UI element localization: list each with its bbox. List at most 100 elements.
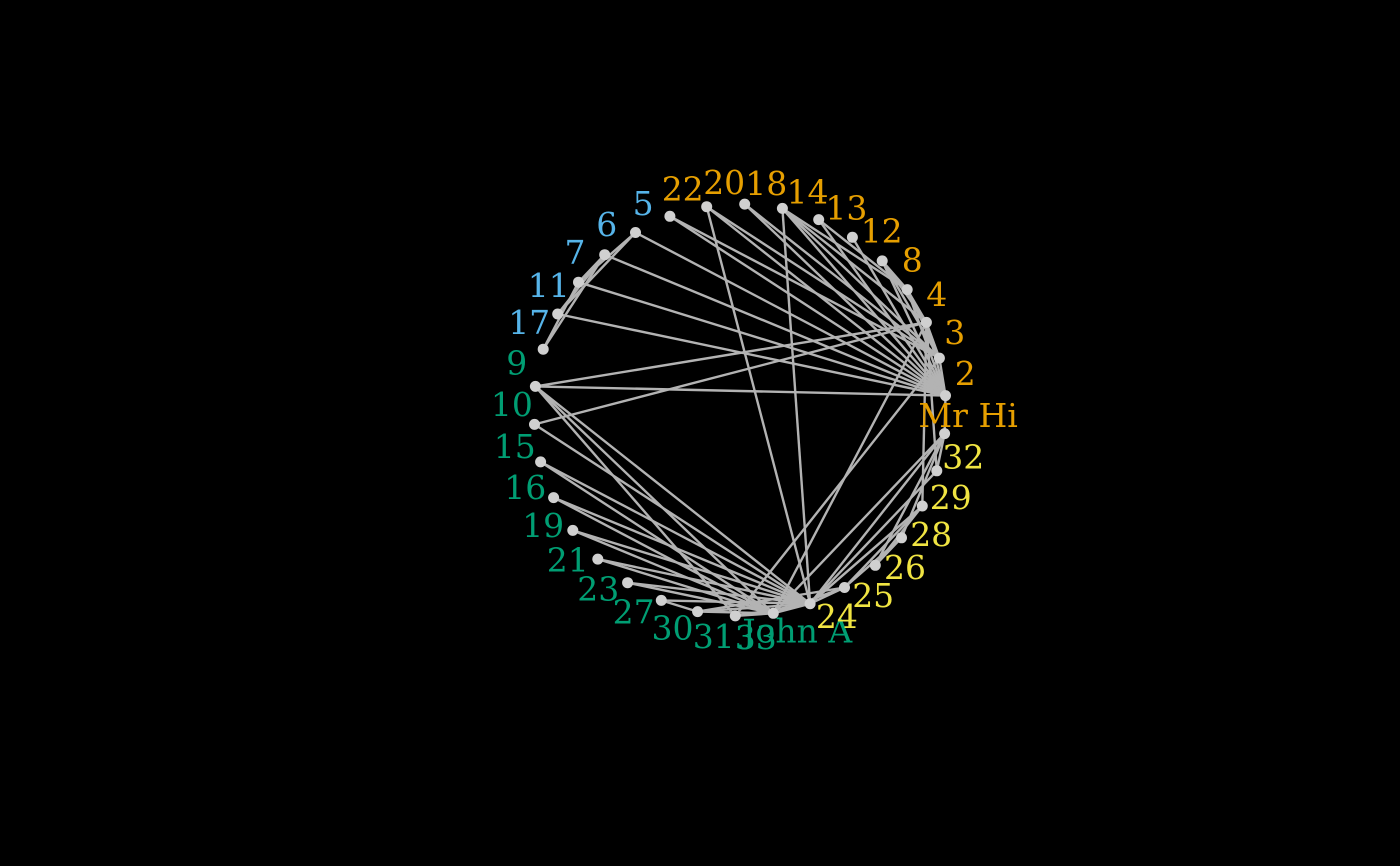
graph-node-label-JohnA: John A: [739, 611, 853, 650]
graph-edge-6-17: [542, 254, 606, 350]
graph-node-8: [876, 255, 888, 267]
graph-edge-9-33: [534, 385, 775, 615]
graph-node-label-MrHi: Mr Hi: [918, 396, 1017, 435]
graph-edge-23-JohnA: [627, 581, 811, 605]
graph-node-16: [548, 492, 560, 504]
graph-node-26: [896, 532, 907, 544]
graph-edge-4-14: [781, 207, 908, 291]
graph-node-33: [767, 607, 779, 619]
graph-node-32: [939, 428, 951, 440]
graph-node-label-18: 18: [745, 164, 787, 203]
graph-node-21: [592, 553, 604, 565]
graph-edge-16-33: [553, 496, 774, 615]
graph-node-label-33: 33: [735, 618, 777, 657]
graph-node-label-19: 19: [522, 506, 564, 545]
graph-node-2: [933, 352, 945, 364]
graph-node-label-23: 23: [577, 569, 619, 608]
graph-edge-21-JohnA: [597, 557, 811, 605]
graph-edge-9-JohnA: [534, 385, 811, 605]
graph-edge-3-14: [781, 207, 928, 324]
graph-node-label-2: 2: [955, 354, 976, 393]
graph-node-label-27: 27: [613, 592, 655, 631]
graph-node-label-29: 29: [930, 478, 972, 517]
graph-edge-MrHi-9: [535, 385, 946, 397]
graph-edge-MrHi-8: [881, 260, 947, 397]
graph-edge-30-JohnA: [697, 602, 811, 613]
graph-node-9: [529, 380, 541, 392]
graph-edge-20-JohnA: [705, 206, 812, 605]
graph-node-label-15: 15: [494, 427, 536, 466]
graph-edge-15-JohnA: [540, 460, 811, 605]
graph-edge-3-10: [534, 321, 927, 426]
nodes-layer: [529, 198, 951, 622]
graph-node-label-13: 13: [825, 189, 867, 228]
graph-node-17: [537, 343, 549, 355]
graph-node-label-10: 10: [491, 385, 533, 424]
graph-node-23: [622, 577, 634, 589]
graph-edge-2-20: [706, 205, 941, 360]
labels-layer: Mr Hi23481213141820225671117910151619212…: [491, 163, 1018, 657]
graph-edge-5-11: [556, 231, 637, 315]
graph-node-label-3: 3: [944, 313, 965, 352]
graph-node-label-32: 32: [942, 438, 984, 477]
graph-node-label-21: 21: [547, 540, 589, 579]
graph-edge-MrHi-6: [604, 253, 946, 397]
graph-node-label-30: 30: [652, 609, 694, 648]
graph-edge-29-JohnA: [809, 469, 938, 605]
graph-edge-14-JohnA: [781, 208, 812, 604]
graph-node-29: [931, 465, 943, 477]
graph-node-3: [920, 316, 932, 328]
graph-node-label-16: 16: [504, 468, 546, 507]
graph-edge-MrHi-18: [743, 203, 947, 397]
graph-node-30: [692, 606, 704, 618]
graph-node-20: [701, 201, 713, 213]
graph-node-25: [869, 559, 881, 571]
graph-node-label-12: 12: [861, 212, 903, 251]
graph-node-label-20: 20: [703, 163, 745, 202]
graph-edge-29-32: [935, 433, 946, 472]
graph-node-7: [573, 276, 584, 288]
graph-node-15: [535, 456, 547, 468]
graph-node-4: [901, 284, 913, 296]
graph-node-11: [552, 308, 564, 320]
graph-node-31: [729, 610, 741, 622]
graph-edge-19-JohnA: [572, 529, 811, 605]
graph-node-12: [846, 231, 858, 243]
graph-edge-33-JohnA: [772, 602, 811, 615]
graph-node-JohnA: [804, 598, 816, 610]
graph-node-27: [655, 594, 667, 606]
graph-node-13: [813, 214, 825, 226]
graph-node-5: [630, 227, 641, 238]
graph-edge-9-31: [534, 385, 737, 617]
graph-node-label-22: 22: [662, 170, 704, 209]
graph-edge-MrHi-7: [578, 281, 946, 397]
graph-node-label-6: 6: [596, 205, 617, 244]
graph-node-label-25: 25: [852, 576, 894, 615]
graph-node-24: [839, 582, 850, 593]
graph-node-18: [739, 198, 751, 210]
graph-node-10: [529, 418, 540, 430]
graph-node-22: [664, 210, 676, 222]
graph-node-28: [916, 500, 928, 512]
graph-node-label-9: 9: [506, 343, 527, 382]
graph-node-label-5: 5: [633, 184, 654, 223]
graph-node-label-28: 28: [910, 515, 952, 554]
graph-edge-10-JohnA: [533, 423, 811, 605]
graph-edge-MrHi-11: [557, 312, 946, 397]
graph-edge-2-18: [743, 203, 941, 360]
graph-node-MrHi: [940, 390, 951, 402]
graph-node-19: [567, 524, 579, 536]
graph-node-label-17: 17: [508, 303, 550, 342]
graph-edge-MrHi-32: [943, 395, 947, 434]
graph-edge-19-33: [572, 529, 774, 615]
graph-node-label-7: 7: [565, 233, 586, 272]
graph-edge-27-JohnA: [661, 599, 811, 605]
graph-edge-32-JohnA: [809, 432, 946, 605]
graph-node-6: [599, 249, 611, 261]
graph-node-label-26: 26: [884, 548, 926, 587]
graph-node-label-8: 8: [902, 241, 923, 280]
graph-edge-16-JohnA: [553, 496, 811, 605]
